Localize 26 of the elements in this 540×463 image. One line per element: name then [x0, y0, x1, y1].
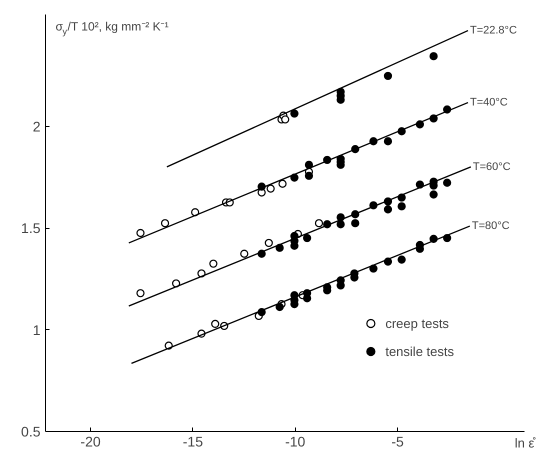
point — [211, 320, 220, 328]
series-label: T=80°C — [472, 220, 510, 232]
y-tick-label: 1 — [32, 322, 41, 338]
point — [160, 219, 170, 228]
point — [209, 260, 218, 268]
x-tick-label: -5 — [391, 434, 404, 450]
y-tick-label: 1.5 — [21, 220, 41, 236]
legend-label: tensile tests — [385, 344, 454, 358]
point — [314, 219, 324, 228]
y-tick-label: 2 — [32, 118, 41, 134]
point — [240, 250, 248, 258]
point — [136, 228, 145, 238]
point — [281, 115, 290, 124]
x-tick-label: -15 — [182, 434, 204, 450]
series-label: T=40°C — [470, 96, 508, 109]
y-tick-label: 0.5 — [21, 424, 41, 440]
x-tick-label: -20 — [80, 434, 101, 450]
point — [266, 184, 275, 193]
point — [278, 180, 287, 188]
point — [264, 238, 273, 248]
x-tick-label: -10 — [285, 434, 306, 450]
series-label: T=22.8°C — [470, 24, 517, 37]
x-axis-title: ln ε̊ — [514, 436, 536, 450]
point — [136, 289, 145, 298]
legend-label: creep tests — [385, 316, 449, 330]
series-label: T=60°C — [472, 160, 511, 173]
